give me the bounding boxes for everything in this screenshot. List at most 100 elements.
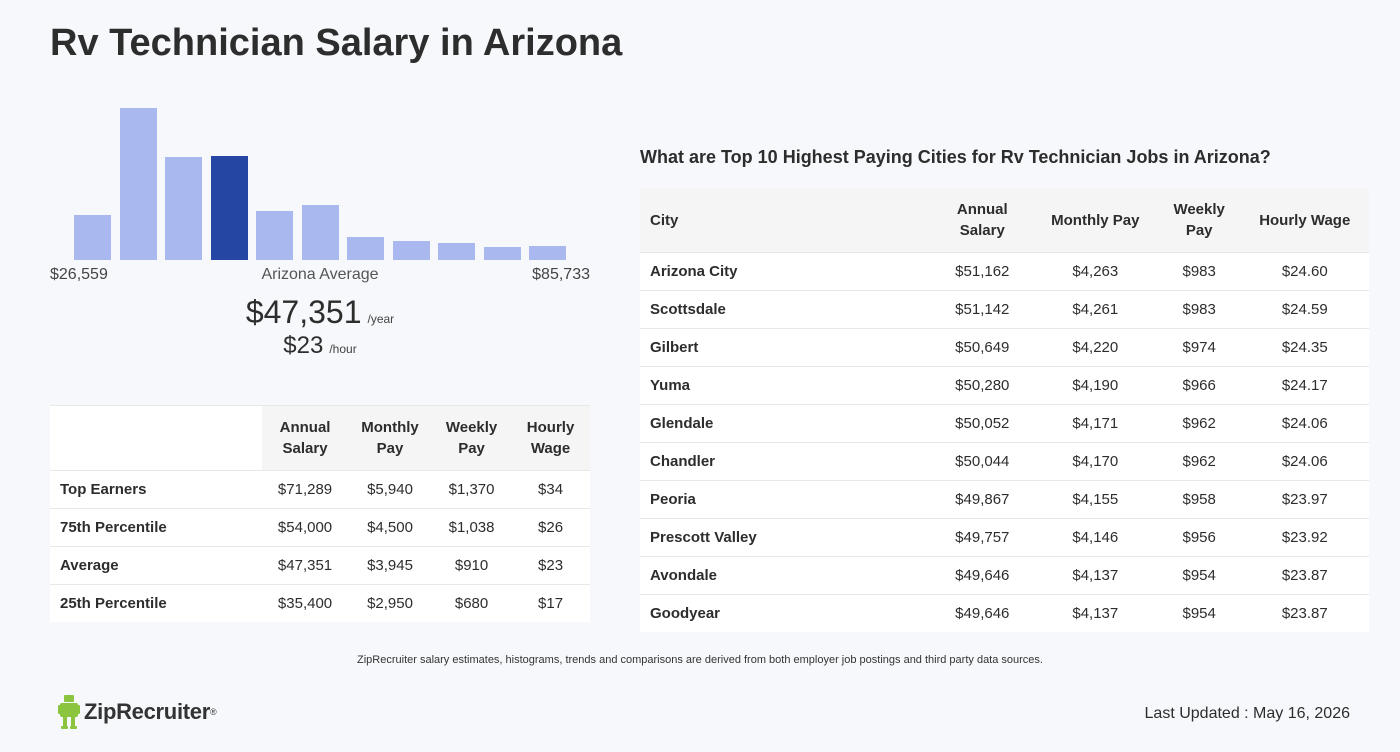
city-name: Prescott Valley bbox=[640, 518, 932, 557]
percentile-cell: $3,945 bbox=[347, 546, 433, 585]
ziprecruiter-mascot-icon bbox=[58, 695, 80, 729]
city-cell: $956 bbox=[1157, 518, 1241, 557]
city-cell: $24.06 bbox=[1240, 404, 1369, 443]
city-cell: $4,137 bbox=[1032, 594, 1158, 632]
logo-registered-mark: ® bbox=[209, 707, 217, 717]
header-annual-salary: Annual Salary bbox=[262, 405, 348, 471]
histogram-bar-2 bbox=[119, 108, 157, 260]
city-cell: $23.87 bbox=[1240, 556, 1369, 595]
city-name: Arizona City bbox=[640, 252, 932, 291]
city-cell: $954 bbox=[1157, 556, 1241, 595]
percentile-row-label: Average bbox=[50, 546, 263, 585]
city-name: Gilbert bbox=[640, 328, 932, 367]
city-cell: $962 bbox=[1157, 404, 1241, 443]
city-cell: $958 bbox=[1157, 480, 1241, 519]
percentile-cell: $2,950 bbox=[347, 584, 433, 622]
range-min-label: $26,559 bbox=[50, 266, 108, 283]
header-city-monthly-pay: Monthly Pay bbox=[1032, 188, 1158, 253]
city-row: Arizona City $51,162 $4,263 $983 $24.60 bbox=[640, 252, 1369, 291]
page-title: Rv Technician Salary in Arizona bbox=[50, 22, 623, 64]
ziprecruiter-logo[interactable]: ZipRecruiter ® bbox=[58, 694, 217, 730]
header-city-weekly-pay: Weekly Pay bbox=[1157, 188, 1241, 253]
histogram-bar-5 bbox=[256, 211, 293, 260]
percentile-cell: $54,000 bbox=[262, 508, 348, 547]
city-row: Chandler $50,044 $4,170 $962 $24.06 bbox=[640, 442, 1369, 481]
header-city-hourly-wage: Hourly Wage bbox=[1240, 188, 1369, 253]
histogram-range: $26,559 Arizona Average $85,733 bbox=[50, 266, 590, 286]
city-cell: $4,146 bbox=[1032, 518, 1158, 557]
percentile-row: 75th Percentile $54,000 $4,500 $1,038 $26 bbox=[50, 508, 590, 547]
percentile-row: Top Earners $71,289 $5,940 $1,370 $34 bbox=[50, 470, 590, 509]
percentile-cell: $71,289 bbox=[262, 470, 348, 509]
histogram-bar-7 bbox=[347, 237, 384, 260]
city-row: Avondale $49,646 $4,137 $954 $23.87 bbox=[640, 556, 1369, 595]
city-name: Goodyear bbox=[640, 594, 932, 632]
percentile-cell: $34 bbox=[511, 470, 590, 509]
percentile-cell: $47,351 bbox=[262, 546, 348, 585]
city-cell: $24.60 bbox=[1240, 252, 1369, 291]
percentile-cell: $910 bbox=[432, 546, 512, 585]
city-name: Chandler bbox=[640, 442, 932, 481]
percentile-cell: $5,940 bbox=[347, 470, 433, 509]
city-cell: $4,171 bbox=[1032, 404, 1158, 443]
percentile-table: Annual Salary Monthly Pay Weekly Pay Hou… bbox=[50, 405, 590, 622]
city-cell: $4,190 bbox=[1032, 366, 1158, 405]
cities-header-row: City Annual Salary Monthly Pay Weekly Pa… bbox=[640, 188, 1369, 253]
top-cities-table: City Annual Salary Monthly Pay Weekly Pa… bbox=[640, 188, 1369, 632]
percentile-row-label: 25th Percentile bbox=[50, 584, 263, 622]
city-cell: $49,867 bbox=[931, 480, 1033, 519]
city-cell: $4,170 bbox=[1032, 442, 1158, 481]
histogram-bar-8 bbox=[392, 241, 430, 260]
histogram-bar-1 bbox=[74, 215, 111, 260]
city-cell: $983 bbox=[1157, 290, 1241, 329]
average-hourly: $23/hour bbox=[50, 332, 590, 360]
percentile-cell: $26 bbox=[511, 508, 590, 547]
city-cell: $49,646 bbox=[931, 556, 1033, 595]
average-yearly-value: $47,351 bbox=[245, 294, 362, 330]
city-name: Peoria bbox=[640, 480, 932, 519]
average-hourly-unit: /hour bbox=[329, 342, 357, 356]
city-row: Yuma $50,280 $4,190 $966 $24.17 bbox=[640, 366, 1369, 405]
city-name: Glendale bbox=[640, 404, 932, 443]
histogram-bar-6 bbox=[301, 205, 339, 260]
histogram-bar-9 bbox=[438, 243, 475, 260]
histogram-bar-10 bbox=[483, 247, 521, 260]
histogram-bar-11 bbox=[529, 246, 566, 260]
city-row: Goodyear $49,646 $4,137 $954 $23.87 bbox=[640, 594, 1369, 632]
city-cell: $24.59 bbox=[1240, 290, 1369, 329]
city-row: Glendale $50,052 $4,171 $962 $24.06 bbox=[640, 404, 1369, 443]
header-city-annual-salary: Annual Salary bbox=[931, 188, 1033, 253]
city-cell: $4,137 bbox=[1032, 556, 1158, 595]
city-cell: $23.92 bbox=[1240, 518, 1369, 557]
top-cities-heading: What are Top 10 Highest Paying Cities fo… bbox=[640, 147, 1271, 167]
percentile-row-label: Top Earners bbox=[50, 470, 263, 509]
range-max-label: $85,733 bbox=[532, 266, 590, 283]
city-cell: $24.35 bbox=[1240, 328, 1369, 367]
percentile-cell: $4,500 bbox=[347, 508, 433, 547]
city-cell: $49,757 bbox=[931, 518, 1033, 557]
logo-text: ZipRecruiter bbox=[84, 699, 210, 724]
city-cell: $4,261 bbox=[1032, 290, 1158, 329]
header-monthly-pay: Monthly Pay bbox=[347, 405, 433, 471]
last-updated: Last Updated : May 16, 2026 bbox=[1144, 705, 1350, 722]
city-cell: $50,280 bbox=[931, 366, 1033, 405]
histogram-bar-4 bbox=[210, 156, 248, 260]
city-cell: $4,263 bbox=[1032, 252, 1158, 291]
percentile-row-label: 75th Percentile bbox=[50, 508, 263, 547]
percentile-cell: $680 bbox=[432, 584, 512, 622]
city-cell: $966 bbox=[1157, 366, 1241, 405]
city-name: Yuma bbox=[640, 366, 932, 405]
header-hourly-wage: Hourly Wage bbox=[511, 405, 590, 471]
city-row: Prescott Valley $49,757 $4,146 $956 $23.92 bbox=[640, 518, 1369, 557]
city-cell: $51,162 bbox=[931, 252, 1033, 291]
range-center-label: Arizona Average bbox=[261, 266, 379, 283]
header-city: City bbox=[640, 188, 932, 253]
city-cell: $962 bbox=[1157, 442, 1241, 481]
city-cell: $50,044 bbox=[931, 442, 1033, 481]
city-cell: $974 bbox=[1157, 328, 1241, 367]
disclaimer: ZipRecruiter salary estimates, histogram… bbox=[357, 654, 1043, 666]
city-cell: $24.06 bbox=[1240, 442, 1369, 481]
average-yearly-unit: /year bbox=[367, 312, 395, 326]
header-weekly-pay: Weekly Pay bbox=[432, 405, 512, 471]
percentile-row: 25th Percentile $35,400 $2,950 $680 $17 bbox=[50, 584, 590, 622]
